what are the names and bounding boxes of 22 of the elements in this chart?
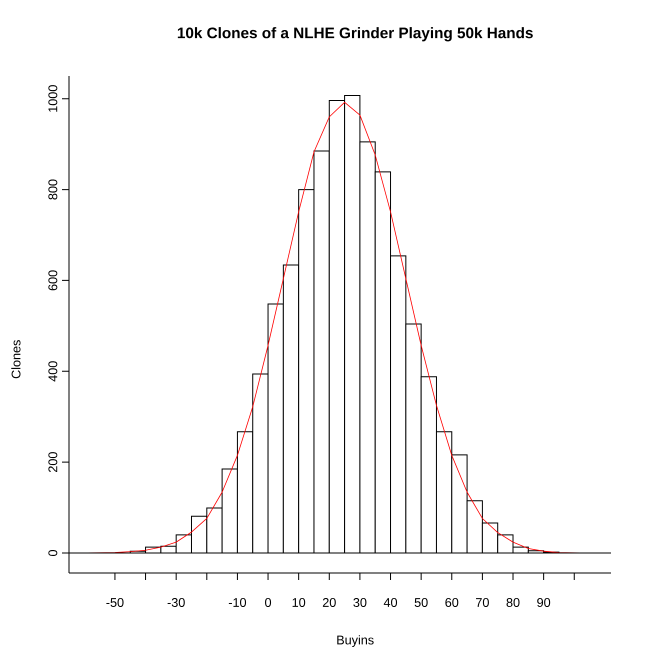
y-tick-label: 400: [48, 361, 58, 382]
x-tick-label: 40: [384, 598, 398, 607]
x-tick-label: -30: [168, 598, 185, 607]
y-tick-label: 600: [48, 270, 58, 290]
y-tick-label: 800: [48, 180, 58, 200]
y-tick-label: 1000: [48, 85, 58, 112]
x-tick-label: 0: [265, 598, 272, 607]
x-tick-label: 90: [537, 598, 550, 607]
x-tick-label: -50: [106, 598, 124, 607]
x-axis-title: Buyins: [337, 635, 374, 647]
x-tick-label: 80: [506, 598, 520, 607]
y-tick-label: 0: [48, 550, 58, 556]
x-tick-label: 30: [353, 598, 366, 607]
x-tick-label: 20: [322, 598, 336, 607]
x-tick-label: -10: [228, 598, 246, 607]
chart-title: 10k Clones of a NLHE Grinder Playing 50k Hands: [178, 27, 533, 42]
x-tick-label: 10: [292, 598, 306, 607]
y-axis-title: Clones: [11, 340, 21, 378]
x-tick-label: 60: [445, 598, 458, 607]
x-tick-label: 70: [476, 598, 489, 607]
x-tick-label: 50: [414, 598, 428, 607]
y-tick-label: 200: [48, 452, 58, 472]
